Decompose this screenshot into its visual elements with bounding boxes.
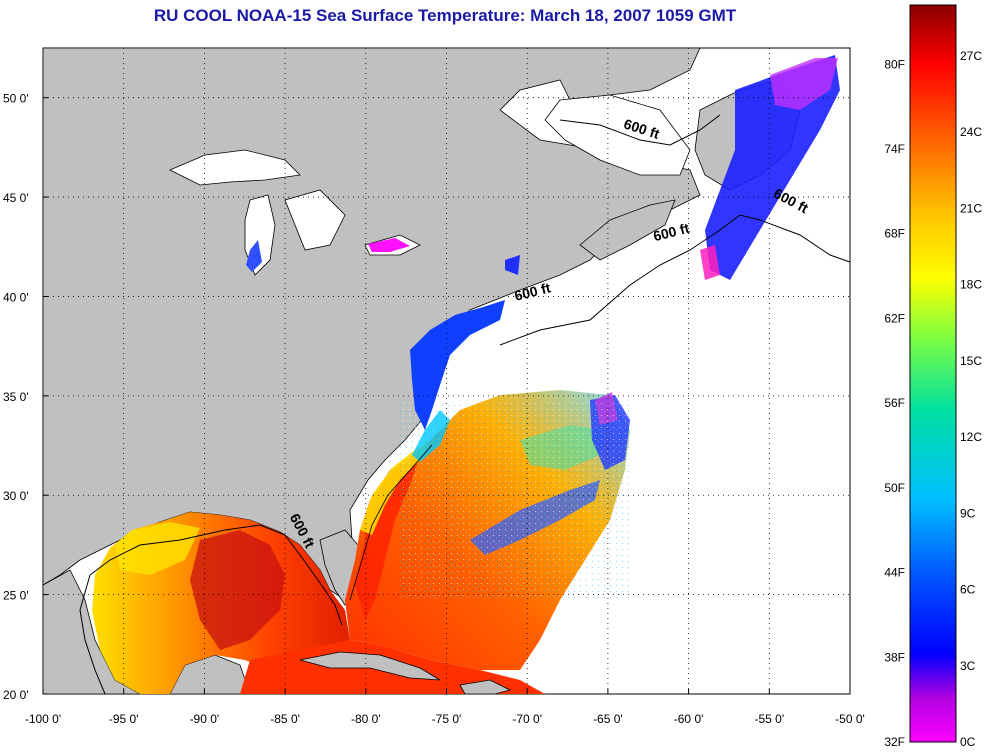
latitude-tick-label: 25 0' bbox=[3, 589, 29, 603]
land-hispaniola bbox=[459, 679, 512, 694]
colorbar-f-label: 62F bbox=[884, 311, 905, 325]
latitude-tick-label: 35 0' bbox=[3, 390, 29, 404]
latitude-tick-label: 20 0' bbox=[3, 688, 29, 702]
sst-northern-magenta bbox=[770, 58, 838, 110]
colorbar-f-label: 56F bbox=[884, 396, 905, 410]
colorbar bbox=[909, 4, 957, 743]
longitude-tick-label: -60 0' bbox=[674, 712, 704, 726]
colorbar-f-label: 38F bbox=[884, 650, 905, 664]
colorbar-c-label: 27C bbox=[960, 49, 982, 63]
colorbar-f-label: 32F bbox=[884, 735, 905, 749]
colorbar-c-label: 18C bbox=[960, 278, 982, 292]
longitude-tick-label: -70 0' bbox=[512, 712, 542, 726]
colorbar-c-label: 6C bbox=[960, 583, 976, 597]
colorbar-c-label: 21C bbox=[960, 201, 982, 215]
gulf-st-lawrence bbox=[544, 94, 691, 176]
latitude-tick-label: 30 0' bbox=[3, 489, 29, 503]
longitude-tick-label: -50 0' bbox=[835, 712, 865, 726]
colorbar-c-label: 24C bbox=[960, 125, 982, 139]
isobath-600ft-gulf bbox=[89, 524, 343, 626]
lake-superior bbox=[169, 149, 301, 186]
isobath-600ft-gulf-stlawrence bbox=[559, 114, 721, 146]
sst-gulf-shelf-yellow bbox=[115, 522, 200, 575]
longitude-tick-label: -65 0' bbox=[593, 712, 623, 726]
sst-northern-swath bbox=[705, 55, 840, 280]
latitude-tick-label: 50 0' bbox=[3, 92, 29, 106]
longitude-tick-label: -75 0' bbox=[432, 712, 462, 726]
sst-lake-ontario-magenta bbox=[368, 238, 410, 252]
isobath-600ft-northeast bbox=[499, 214, 850, 346]
colorbar-c-label: 9C bbox=[960, 506, 976, 520]
sst-maine-blue bbox=[505, 255, 520, 275]
land-nova-scotia bbox=[579, 199, 676, 261]
longitude-tick-label: -100 0' bbox=[25, 712, 61, 726]
colorbar-c-label: 12C bbox=[960, 430, 982, 444]
colorbar-c-label: 3C bbox=[960, 659, 976, 673]
longitude-tick-label: -80 0' bbox=[351, 712, 381, 726]
colorbar-f-label: 50F bbox=[884, 481, 905, 495]
longitude-ticks: -100 0' -95 0' -90 0' -85 0' -80 0' -75 0' -70… bbox=[25, 689, 865, 726]
sst-swath-pink bbox=[700, 245, 720, 280]
colorbar-c-label: 0C bbox=[960, 735, 976, 749]
isobath-600ft-atlantic bbox=[349, 444, 433, 601]
latitude-tick-label: 40 0' bbox=[3, 290, 29, 304]
map-title: RU COOL NOAA-15 Sea Surface Temperature:… bbox=[153, 6, 737, 25]
sst-gulf-deep-red bbox=[190, 530, 285, 650]
colorbar-celsius-labels: 27C 24C 21C 18C 15C 12C 9C 6C 3C 0C bbox=[960, 49, 982, 749]
longitude-tick-label: -85 0' bbox=[270, 712, 300, 726]
latitude-ticks: 50 0' 45 0' 40 0' 35 0' 30 0' 25 0' 20 0' bbox=[3, 92, 48, 702]
longitude-tick-label: -95 0' bbox=[109, 712, 139, 726]
sst-mid-atlantic-shelf bbox=[410, 300, 505, 430]
longitude-tick-label: -55 0' bbox=[754, 712, 784, 726]
colorbar-c-label: 15C bbox=[960, 354, 982, 368]
longitude-tick-label: -90 0' bbox=[190, 712, 220, 726]
colorbar-fahrenheit-labels: 80F 74F 68F 62F 56F 50F 44F 38F 32F bbox=[884, 57, 905, 749]
lake-huron bbox=[284, 189, 346, 251]
colorbar-f-label: 80F bbox=[884, 57, 905, 71]
isobath-600ft-gulf-west bbox=[79, 574, 106, 694]
colorbar-f-label: 44F bbox=[884, 566, 905, 580]
sst-carolina-cyan bbox=[412, 410, 450, 462]
colorbar-f-label: 74F bbox=[884, 142, 905, 156]
latitude-tick-label: 45 0' bbox=[3, 191, 29, 205]
colorbar-f-label: 68F bbox=[884, 227, 905, 241]
sst-lake-michigan-blue bbox=[246, 240, 262, 272]
land-cuba bbox=[299, 651, 441, 681]
